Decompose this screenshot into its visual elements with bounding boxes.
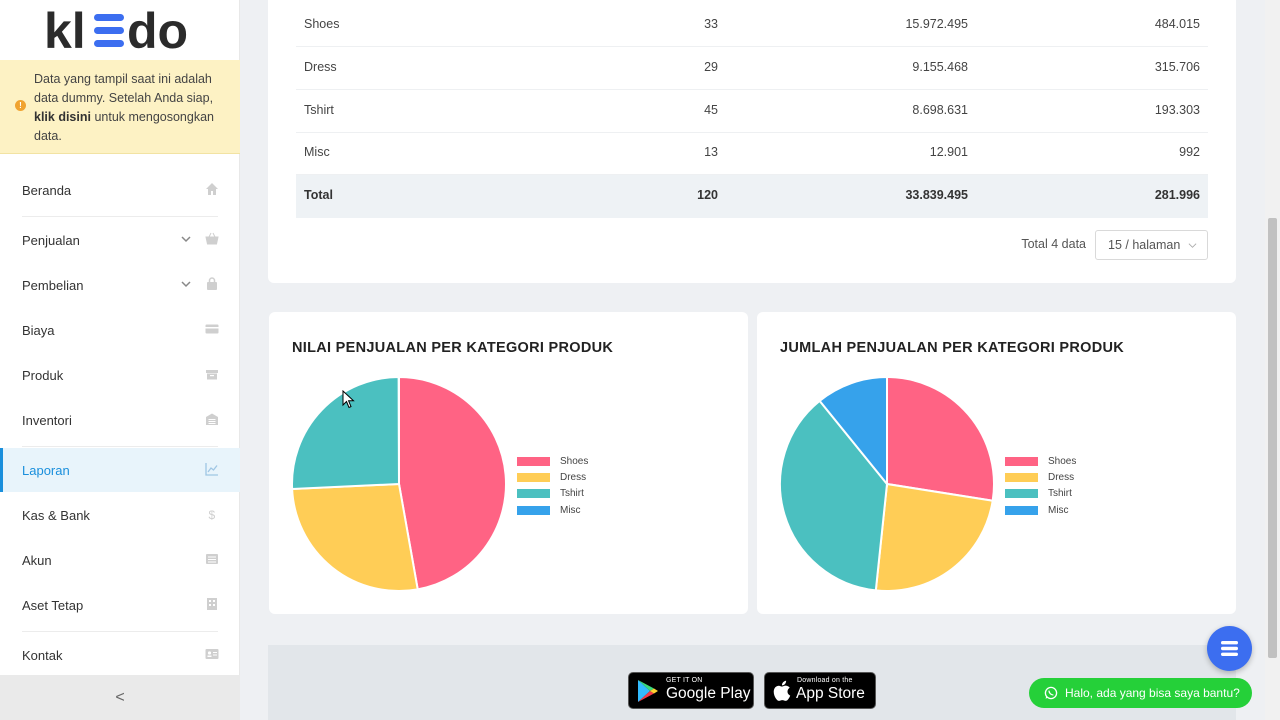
whatsapp-label: Halo, ada yang bisa saya bantu? xyxy=(1065,686,1240,700)
kledo-logo[interactable]: kl do xyxy=(44,4,199,54)
warehouse-icon xyxy=(206,413,218,425)
table-total-row: Total 120 33.839.495 281.996 xyxy=(296,175,1208,218)
sidebar-item-kas-bank[interactable]: Kas & Bank $ xyxy=(0,493,240,537)
chart-title: NILAI PENJUALAN PER KATEGORI PRODUK xyxy=(292,340,614,356)
app-store-label: App Store xyxy=(796,685,865,702)
google-play-small: GET IT ON xyxy=(666,677,703,684)
pie-slice-tshirt[interactable] xyxy=(779,399,889,592)
banner-text: Data yang tampil saat ini adalah data du… xyxy=(34,72,214,105)
page-size-select[interactable]: 15 / halaman xyxy=(1095,230,1208,260)
legend-swatch xyxy=(1005,456,1038,466)
google-play-icon xyxy=(638,680,658,702)
dollar-icon: $ xyxy=(209,508,216,521)
sidebar-item-produk[interactable]: Produk xyxy=(0,353,240,397)
box-icon xyxy=(206,370,218,380)
sidebar-item-inventori[interactable]: Inventori xyxy=(0,398,240,442)
legend-swatch xyxy=(1005,505,1038,515)
app-store-small: Download on the xyxy=(797,677,853,684)
chevron-down-icon xyxy=(181,281,191,288)
pie-slice-misc[interactable] xyxy=(818,376,888,487)
banner-text-end: untuk mengosongkan data. xyxy=(34,110,214,143)
home-icon xyxy=(206,183,218,195)
building-icon xyxy=(207,598,217,610)
svg-text:kl: kl xyxy=(44,4,86,54)
sidebar-item-akun[interactable]: Akun xyxy=(0,538,240,582)
pie-slice-shoes[interactable] xyxy=(886,376,995,502)
sidebar-item-beranda[interactable]: Beranda xyxy=(0,168,240,212)
legend-swatch xyxy=(517,489,550,499)
sidebar-item-kontak[interactable]: Kontak xyxy=(0,633,240,677)
clear-data-link[interactable]: klik disini xyxy=(34,110,91,124)
sales-table-card: Shoes 33 15.972.495 484.015 Dress 29 9.1… xyxy=(268,0,1236,283)
bag-icon xyxy=(207,277,217,290)
google-play-button[interactable]: GET IT ON Google Play xyxy=(628,672,754,709)
kledo-chat-icon xyxy=(1221,641,1238,656)
pie-chart xyxy=(291,376,507,592)
pie-slice-tshirt[interactable] xyxy=(291,376,401,491)
chevron-down-icon xyxy=(1188,243,1197,248)
sidebar-collapse-button[interactable]: < xyxy=(0,675,240,720)
legend-item[interactable]: Tshirt xyxy=(1005,486,1076,502)
legend-item[interactable]: Dress xyxy=(517,469,588,485)
chart-title: JUMLAH PENJUALAN PER KATEGORI PRODUK xyxy=(780,340,1125,356)
pie-slice-dress[interactable] xyxy=(291,482,419,592)
legend-swatch xyxy=(517,456,550,466)
chart-card-nilai-penjualan: NILAI PENJUALAN PER KATEGORI PRODUK Shoe… xyxy=(269,312,748,614)
chat-widget-button[interactable] xyxy=(1207,626,1252,671)
table-row: Misc 13 12.901 992 xyxy=(296,132,1208,175)
chart-legend: Shoes Dress Tshirt Misc xyxy=(517,453,588,518)
legend-item[interactable]: Dress xyxy=(1005,469,1076,485)
demo-data-banner: ! Data yang tampil saat ini adalah data … xyxy=(0,60,240,154)
table-row: Tshirt 45 8.698.631 193.303 xyxy=(296,90,1208,133)
sidebar-item-laporan[interactable]: Laporan xyxy=(0,448,240,492)
legend-item[interactable]: Shoes xyxy=(517,453,588,469)
warning-icon: ! xyxy=(15,100,26,111)
mouse-cursor-icon xyxy=(342,390,355,409)
basket-icon xyxy=(205,232,219,245)
chart-legend: Shoes Dress Tshirt Misc xyxy=(1005,453,1076,518)
legend-swatch xyxy=(1005,472,1038,482)
chevron-left-icon: < xyxy=(115,688,125,706)
pie-slice-shoes[interactable] xyxy=(398,376,507,591)
page-size-value: 15 / halaman xyxy=(1108,238,1181,252)
google-play-label: Google Play xyxy=(666,685,751,702)
pagination-total: Total 4 data xyxy=(1021,237,1086,251)
table-row: Shoes 33 15.972.495 484.015 xyxy=(296,4,1208,47)
sidebar-item-biaya[interactable]: Biaya xyxy=(0,308,240,352)
card-icon xyxy=(205,324,219,334)
pie-slice-dress[interactable] xyxy=(874,482,994,592)
contact-card-icon xyxy=(205,649,219,659)
table-row: Dress 29 9.155.468 315.706 xyxy=(296,47,1208,90)
scrollbar[interactable] xyxy=(1265,0,1280,720)
svg-text:do: do xyxy=(127,4,188,54)
chevron-down-icon xyxy=(181,236,191,243)
chart-icon xyxy=(205,463,218,476)
legend-item[interactable]: Misc xyxy=(517,502,588,518)
apple-icon xyxy=(773,680,791,701)
legend-swatch xyxy=(1005,489,1038,499)
sidebar-item-aset-tetap[interactable]: Aset Tetap xyxy=(0,583,240,627)
legend-swatch xyxy=(517,472,550,482)
sidebar: kl do ! Data yang tampil saat ini adalah… xyxy=(0,0,240,720)
scrollbar-thumb[interactable] xyxy=(1268,218,1277,658)
whatsapp-chat-button[interactable]: Halo, ada yang bisa saya bantu? xyxy=(1029,678,1252,708)
sidebar-item-pembelian[interactable]: Pembelian xyxy=(0,263,240,307)
pie-chart xyxy=(779,376,995,592)
app-store-button[interactable]: Download on the App Store xyxy=(764,672,876,709)
list-icon xyxy=(206,554,218,564)
legend-swatch xyxy=(517,505,550,515)
whatsapp-icon xyxy=(1044,686,1058,700)
svg-text:$: $ xyxy=(209,508,216,521)
chart-card-jumlah-penjualan: JUMLAH PENJUALAN PER KATEGORI PRODUK Sho… xyxy=(757,312,1236,614)
legend-item[interactable]: Shoes xyxy=(1005,453,1076,469)
legend-item[interactable]: Tshirt xyxy=(517,486,588,502)
sidebar-item-penjualan[interactable]: Penjualan xyxy=(0,218,240,262)
legend-item[interactable]: Misc xyxy=(1005,502,1076,518)
